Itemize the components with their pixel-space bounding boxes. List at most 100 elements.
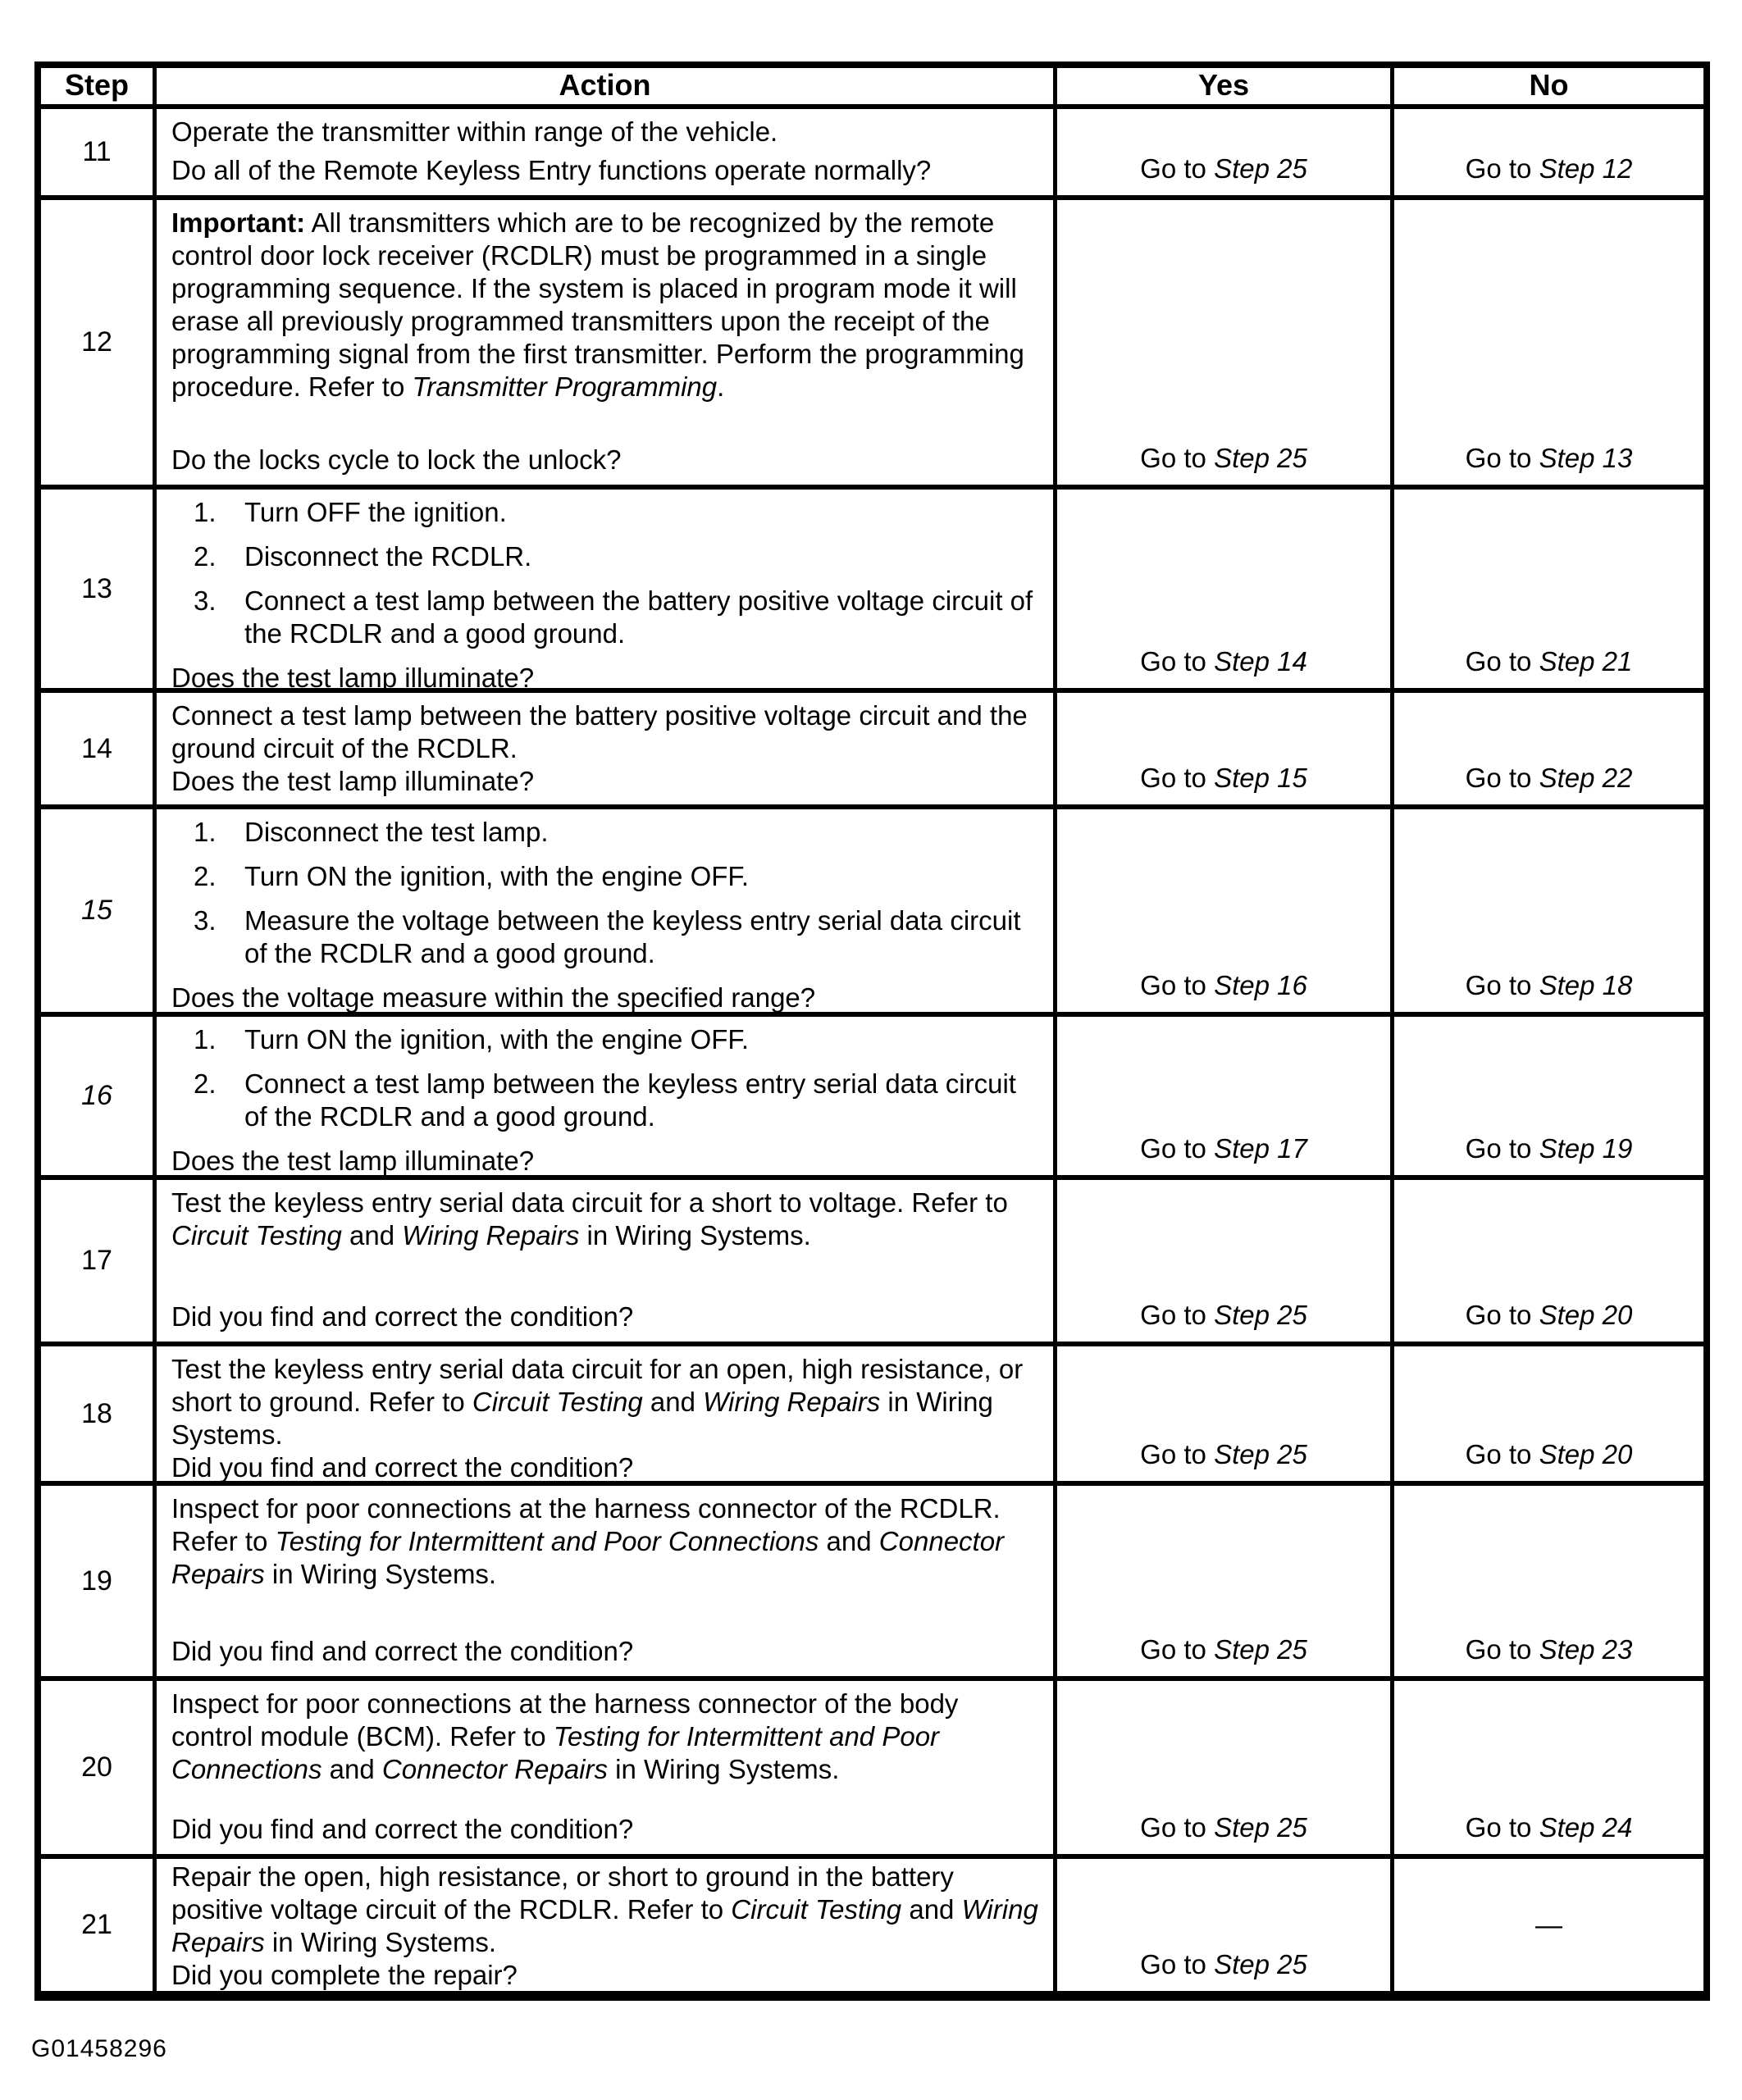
col-header-step: Step <box>64 68 129 102</box>
step-cell: 14 <box>41 693 153 804</box>
yes-cell: Go to Step 25 <box>1053 109 1390 195</box>
no-goto-text: Go to Step 20 <box>1466 1438 1633 1471</box>
action-question: Did you find and correct the condition? <box>171 1636 634 1666</box>
yes-goto-text: Go to Step 16 <box>1140 969 1307 1002</box>
action-cell: Repair the open, high resistance, or sho… <box>153 1859 1053 1991</box>
col-header-yes: Yes <box>1053 68 1390 104</box>
text-segment: Connect a test lamp between the battery … <box>171 700 1028 763</box>
list-number: 3. <box>194 905 217 936</box>
step-number: 15 <box>81 895 112 926</box>
action-question: Do all of the Remote Keyless Entry funct… <box>171 155 932 185</box>
list-number: 1. <box>194 497 217 527</box>
list-item-text: Disconnect the test lamp. <box>244 816 1040 849</box>
list-item-text: Disconnect the RCDLR. <box>244 540 1040 573</box>
text-segment: Step 23 <box>1539 1634 1633 1665</box>
action-list-item: 3. Measure the voltage between the keyles… <box>194 904 1040 970</box>
no-goto-text: Go to Step 19 <box>1466 1132 1633 1165</box>
yes-cell: Go to Step 25 <box>1053 1681 1390 1854</box>
yes-cell: Go to Step 25 <box>1053 1859 1390 1991</box>
action-question: Do the locks cycle to lock the unlock? <box>171 444 622 475</box>
yes-cell: Go to Step 25 <box>1053 200 1390 485</box>
action-cell: Connect a test lamp between the battery … <box>153 693 1053 804</box>
text-segment: Go to <box>1465 1439 1539 1469</box>
step-number: 17 <box>81 1245 112 1276</box>
yes-cell: Go to Step 25 <box>1053 1180 1390 1342</box>
table-row: 16 1. Turn ON the ignition, with the engin… <box>41 1012 1703 1175</box>
step-cell: 16 <box>41 1017 153 1175</box>
no-cell: Go to Step 19 <box>1390 1017 1703 1175</box>
action-paragraph: Connect a test lamp between the battery … <box>171 699 1040 765</box>
action-paragraph: Repair the open, high resistance, or sho… <box>171 1861 1040 1959</box>
yes-cell: Go to Step 25 <box>1053 1486 1390 1676</box>
action-cell: 1. Turn OFF the ignition. 2. Disconnect the… <box>153 490 1053 688</box>
step-number: 20 <box>81 1752 112 1783</box>
text-segment: Go to <box>1140 763 1215 793</box>
list-item-text: Connect a test lamp between the keyless … <box>244 1068 1040 1133</box>
text-segment: Testing for Intermittent and Poor Connec… <box>275 1526 819 1556</box>
action-cell: Test the keyless entry serial data circu… <box>153 1180 1053 1342</box>
no-goto-text: Go to Step 18 <box>1466 969 1633 1002</box>
text-segment: Step 25 <box>1214 1439 1307 1469</box>
text-segment: Go to <box>1465 1133 1539 1164</box>
col-header-no: No <box>1390 68 1703 104</box>
text-segment: Test the keyless entry serial data circu… <box>171 1354 1024 1417</box>
text-segment: . <box>717 371 725 402</box>
text-segment: Connector Repairs <box>381 1754 608 1784</box>
no-cell: Go to Step 12 <box>1390 109 1703 195</box>
text-segment: Step 13 <box>1539 443 1633 473</box>
text-segment: in Wiring Systems. <box>579 1220 811 1250</box>
text-segment: Connector Repairs <box>171 1526 1005 1589</box>
text-segment: Wiring Repairs <box>171 1894 1038 1957</box>
text-segment: Go to <box>1140 153 1215 184</box>
text-segment: Go to <box>1465 443 1539 473</box>
list-number: 2. <box>194 861 217 891</box>
text-segment: Step 25 <box>1214 1949 1307 1979</box>
text-segment: Repair the open, high resistance, or sho… <box>171 1861 954 1925</box>
step-cell: 18 <box>41 1346 153 1481</box>
table-row: 11 Operate the transmitter within range o… <box>41 104 1703 195</box>
list-item-text: Measure the voltage between the keyless … <box>244 904 1040 970</box>
no-cell: Go to Step 20 <box>1390 1180 1703 1342</box>
step-cell: 21 <box>41 1859 153 1991</box>
text-segment: Go to <box>1140 443 1215 473</box>
text-segment: Go to <box>1140 1812 1215 1843</box>
text-segment: Test the keyless entry serial data circu… <box>171 1187 1008 1218</box>
yes-cell: Go to Step 15 <box>1053 693 1390 804</box>
action-paragraph: Operate the transmitter within range of … <box>171 116 1040 148</box>
yes-goto-text: Go to Step 25 <box>1140 442 1307 475</box>
step-cell: 11 <box>41 109 153 195</box>
text-segment: Turn OFF the ignition. <box>244 497 507 527</box>
yes-goto-text: Go to Step 25 <box>1140 1948 1307 1981</box>
step-cell: 13 <box>41 490 153 688</box>
text-segment: in Wiring Systems. <box>608 1754 840 1784</box>
action-cell: Inspect for poor connections at the harn… <box>153 1681 1053 1854</box>
step-number: 18 <box>81 1397 112 1429</box>
list-item-text: Connect a test lamp between the battery … <box>244 585 1040 650</box>
list-number: 2. <box>194 541 217 572</box>
yes-goto-text: Go to Step 25 <box>1140 1633 1307 1666</box>
text-segment: Step 25 <box>1214 1634 1307 1665</box>
action-question: Does the test lamp illuminate? <box>171 1146 535 1175</box>
table-row: 20 Inspect for poor connections at the ha… <box>41 1676 1703 1854</box>
action-list-item: 1. Turn ON the ignition, with the engine … <box>194 1023 1040 1056</box>
text-segment: Circuit Testing <box>171 1220 342 1250</box>
table-header-row: Step Action Yes No <box>41 68 1703 104</box>
text-segment: Step 20 <box>1539 1439 1633 1469</box>
action-question: Does the test lamp illuminate? <box>171 663 535 688</box>
action-question: Did you complete the repair? <box>171 1960 518 1990</box>
table-row: 18 Test the keyless entry serial data cir… <box>41 1342 1703 1481</box>
step-number: 12 <box>81 326 112 358</box>
list-item-text: Turn ON the ignition, with the engine OF… <box>244 1023 1040 1056</box>
yes-cell: Go to Step 14 <box>1053 490 1390 688</box>
text-segment: Go to <box>1465 970 1539 1000</box>
text-segment: Testing for Intermittent and Poor Connec… <box>171 1721 940 1784</box>
action-paragraph: Inspect for poor connections at the harn… <box>171 1688 1040 1786</box>
text-segment: Go to <box>1465 1812 1539 1843</box>
text-segment: Turn ON the ignition, with the engine OF… <box>244 1024 750 1055</box>
text-segment: Step 19 <box>1539 1133 1633 1164</box>
action-list-item: 2. Turn ON the ignition, with the engine … <box>194 860 1040 893</box>
action-question: Does the voltage measure within the spec… <box>171 982 816 1012</box>
step-cell: 17 <box>41 1180 153 1342</box>
text-segment: Step 18 <box>1539 970 1633 1000</box>
list-number: 3. <box>194 585 217 616</box>
